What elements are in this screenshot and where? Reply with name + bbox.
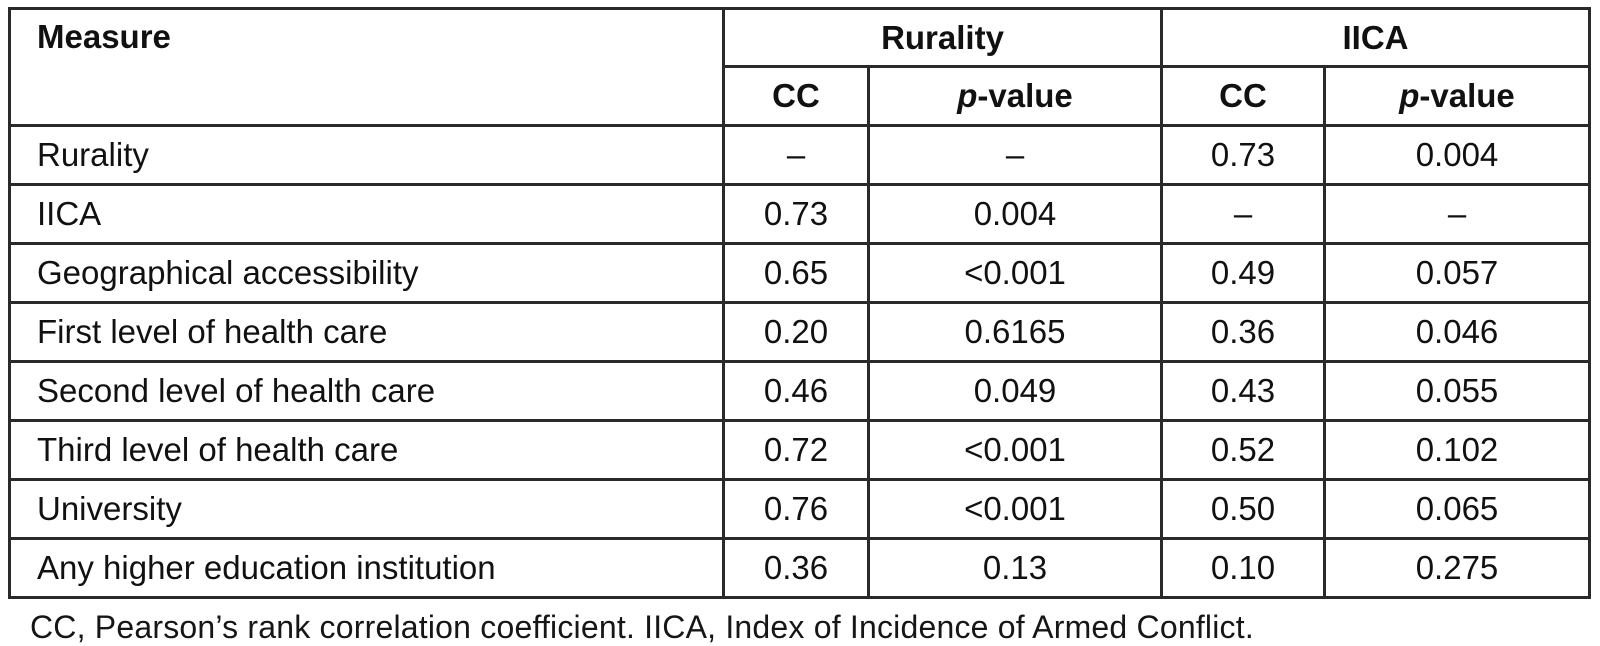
value-cell: 0.275: [1323, 537, 1591, 599]
value-cell: 0.004: [1323, 124, 1591, 186]
value-cell: 0.13: [867, 537, 1163, 599]
value-cell: 0.49: [1160, 242, 1326, 304]
value-cell: 0.102: [1323, 419, 1591, 481]
col-group-rurality: Rurality: [722, 7, 1163, 68]
subheader-iica-cc: CC: [1160, 65, 1326, 127]
table-row: First level of health care 0.20 0.6165 0…: [8, 301, 1591, 363]
value-cell: 0.73: [722, 183, 870, 245]
measure-cell: Geographical accessibility: [8, 242, 725, 304]
value-cell: <0.001: [867, 242, 1163, 304]
value-cell: 0.76: [722, 478, 870, 540]
value-cell: 0.50: [1160, 478, 1326, 540]
col-header-measure: Measure: [8, 7, 725, 127]
value-cell: 0.20: [722, 301, 870, 363]
value-cell: 0.065: [1323, 478, 1591, 540]
measure-cell: Rurality: [8, 124, 725, 186]
measure-cell: Third level of health care: [8, 419, 725, 481]
measure-cell: University: [8, 478, 725, 540]
value-cell: 0.65: [722, 242, 870, 304]
table-row: Second level of health care 0.46 0.049 0…: [8, 360, 1591, 422]
value-cell: 0.046: [1323, 301, 1591, 363]
value-cell: 0.73: [1160, 124, 1326, 186]
value-cell: 0.72: [722, 419, 870, 481]
value-cell: 0.055: [1323, 360, 1591, 422]
value-cell: –: [1323, 183, 1591, 245]
table-row: University 0.76 <0.001 0.50 0.065: [8, 478, 1591, 540]
header-row-groups: Measure Rurality IICA: [8, 7, 1591, 127]
value-cell: 0.6165: [867, 301, 1163, 363]
measure-cell: First level of health care: [8, 301, 725, 363]
measure-cell: Second level of health care: [8, 360, 725, 422]
value-cell: –: [867, 124, 1163, 186]
value-cell: –: [1160, 183, 1326, 245]
value-cell: 0.36: [1160, 301, 1326, 363]
correlation-table: Measure Rurality IICA CC p-value CC p-va…: [8, 7, 1591, 599]
value-cell: <0.001: [867, 419, 1163, 481]
value-cell: 0.46: [722, 360, 870, 422]
subheader-iica-pvalue: p-value: [1323, 65, 1591, 127]
table-row: Geographical accessibility 0.65 <0.001 0…: [8, 242, 1591, 304]
pvalue-italic-p: p: [1399, 77, 1420, 114]
measure-cell: Any higher education institution: [8, 537, 725, 599]
value-cell: –: [722, 124, 870, 186]
subheader-rurality-pvalue: p-value: [867, 65, 1163, 127]
measure-cell: IICA: [8, 183, 725, 245]
table-footnote: CC, Pearson’s rank correlation coefficie…: [30, 609, 1254, 645]
table-row: Third level of health care 0.72 <0.001 0…: [8, 419, 1591, 481]
pvalue-rest: -value: [1419, 77, 1515, 114]
value-cell: 0.52: [1160, 419, 1326, 481]
value-cell: 0.057: [1323, 242, 1591, 304]
table-figure: Measure Rurality IICA CC p-value CC p-va…: [8, 7, 1592, 646]
value-cell: <0.001: [867, 478, 1163, 540]
header-row-sub: CC p-value CC p-value: [10, 65, 1591, 127]
value-cell: 0.36: [722, 537, 870, 599]
col-group-iica: IICA: [1160, 7, 1591, 68]
value-cell: 0.10: [1160, 537, 1326, 599]
table-row: Any higher education institution 0.36 0.…: [8, 537, 1591, 599]
subheader-rurality-cc: CC: [722, 65, 870, 127]
table-row: IICA 0.73 0.004 – –: [8, 183, 1591, 245]
table-row: Rurality – – 0.73 0.004: [8, 124, 1591, 186]
value-cell: 0.43: [1160, 360, 1326, 422]
pvalue-rest: -value: [977, 77, 1073, 114]
value-cell: 0.049: [867, 360, 1163, 422]
pvalue-italic-p: p: [957, 77, 978, 114]
value-cell: 0.004: [867, 183, 1163, 245]
